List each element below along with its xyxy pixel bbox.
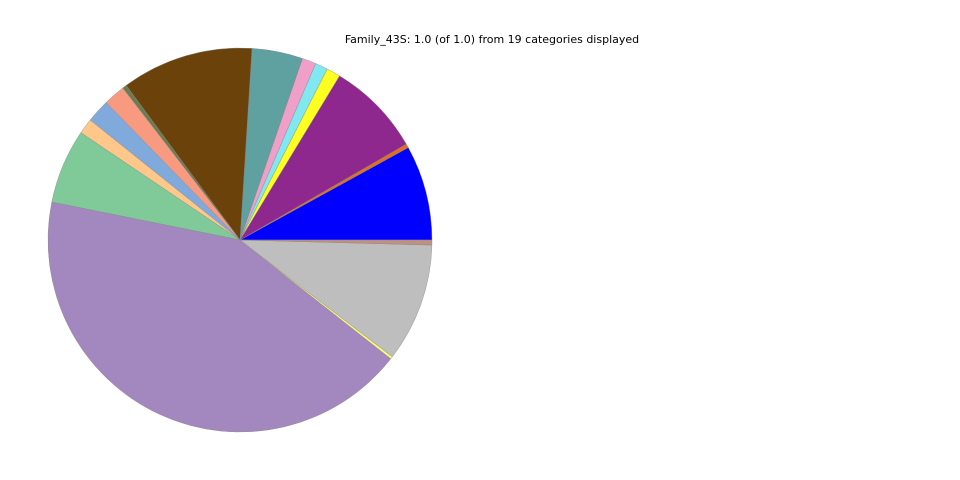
pie-slice	[239, 75, 407, 241]
chart-title: Family_43S: 1.0 (of 1.0) from 19 categor…	[345, 33, 639, 46]
pie-slice	[239, 147, 433, 241]
pie-slice	[47, 201, 392, 433]
pie-slice	[239, 239, 433, 358]
pie-slice	[239, 239, 433, 246]
pie-slice	[125, 47, 253, 241]
